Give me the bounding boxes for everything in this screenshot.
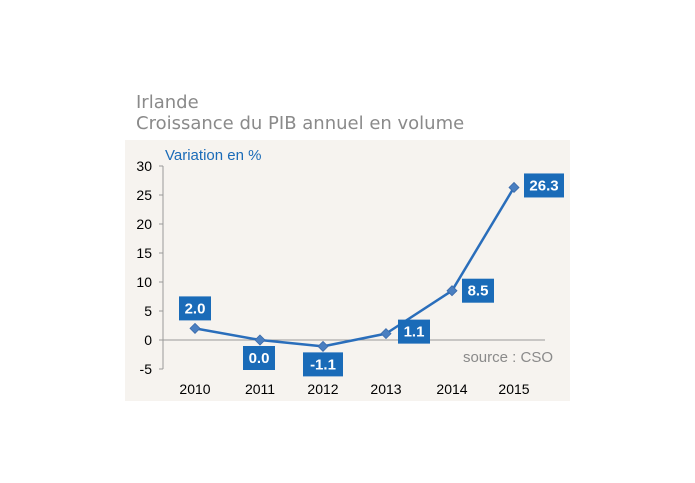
y-tick-label: 0 — [144, 332, 152, 348]
data-point-marker — [380, 328, 392, 340]
data-label-box — [303, 352, 343, 377]
data-label: -1.1 — [310, 356, 336, 373]
y-tick-label: 30 — [136, 158, 152, 174]
x-tick-label: 2013 — [370, 381, 401, 397]
data-point-marker — [508, 181, 520, 194]
data-label: 1.1 — [404, 324, 425, 341]
y-tick-label: 5 — [144, 303, 152, 319]
data-point-marker — [189, 322, 201, 334]
y-tick-label: 15 — [136, 245, 152, 261]
data-label-box — [398, 319, 430, 344]
data-label: 8.5 — [468, 283, 489, 300]
x-tick-label: 2015 — [498, 381, 529, 397]
data-point-marker — [446, 285, 458, 297]
data-label: 26.3 — [529, 177, 558, 194]
y-tick-label: 25 — [136, 187, 152, 203]
data-label-box — [462, 278, 494, 303]
data-label: 0.0 — [249, 350, 270, 367]
chart-subtitle: Croissance du PIB annuel en volume — [136, 113, 465, 134]
x-tick-label: 2014 — [436, 381, 467, 397]
data-label-box — [243, 346, 275, 370]
series-line — [194, 186, 516, 348]
data-point-marker — [317, 340, 329, 352]
y-axis-label: Variation en % — [165, 147, 261, 164]
chart-title-block: Irlande Croissance du PIB annuel en volu… — [136, 92, 464, 134]
data-label-box — [524, 173, 564, 198]
chart-panel — [125, 140, 570, 401]
y-tick-label: 20 — [136, 216, 152, 232]
x-tick-label: 2012 — [307, 381, 338, 397]
y-tick-label: 10 — [136, 274, 152, 290]
data-label-box — [179, 296, 211, 321]
x-tick-label: 2011 — [245, 381, 275, 397]
data-point-marker — [254, 334, 266, 346]
source-note: source : CSO — [463, 349, 553, 366]
chart-title: Irlande — [136, 92, 199, 113]
data-label: 2.0 — [185, 300, 206, 317]
y-tick-label: -5 — [140, 361, 153, 377]
x-tick-label: 2010 — [179, 381, 210, 397]
